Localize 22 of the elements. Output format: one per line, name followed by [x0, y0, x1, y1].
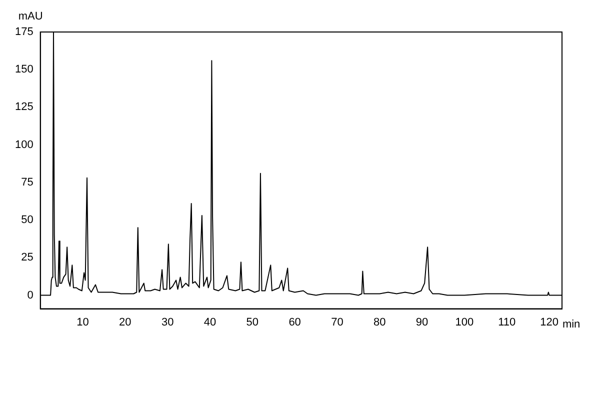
x-tick-label: 30: [161, 316, 174, 328]
y-tick-label: 100: [14, 138, 34, 151]
y-tick-label: 175: [14, 26, 34, 38]
x-tick-label: 60: [288, 316, 301, 328]
y-tick-label: 75: [21, 176, 34, 188]
x-axis-title: min: [562, 318, 580, 330]
y-tick-label: 25: [21, 252, 34, 264]
x-tick-label: 20: [119, 316, 132, 328]
x-tick-label: 40: [204, 316, 216, 328]
y-axis-title: mAU: [18, 10, 43, 23]
y-tick-label: 150: [14, 64, 34, 76]
x-tick-label: 70: [331, 316, 344, 328]
x-tick-label: 120: [540, 316, 558, 328]
x-tick-label: 100: [455, 316, 474, 328]
x-tick-label: 50: [246, 316, 259, 328]
y-tick-label: 50: [21, 214, 34, 226]
x-tick-label: 90: [416, 316, 428, 328]
x-tick-label: 110: [498, 316, 516, 328]
y-tick-label: 125: [14, 101, 34, 114]
x-tick-label: 10: [76, 316, 89, 328]
y-tick-label: 0: [27, 289, 34, 302]
x-tick-label: 80: [374, 316, 386, 328]
